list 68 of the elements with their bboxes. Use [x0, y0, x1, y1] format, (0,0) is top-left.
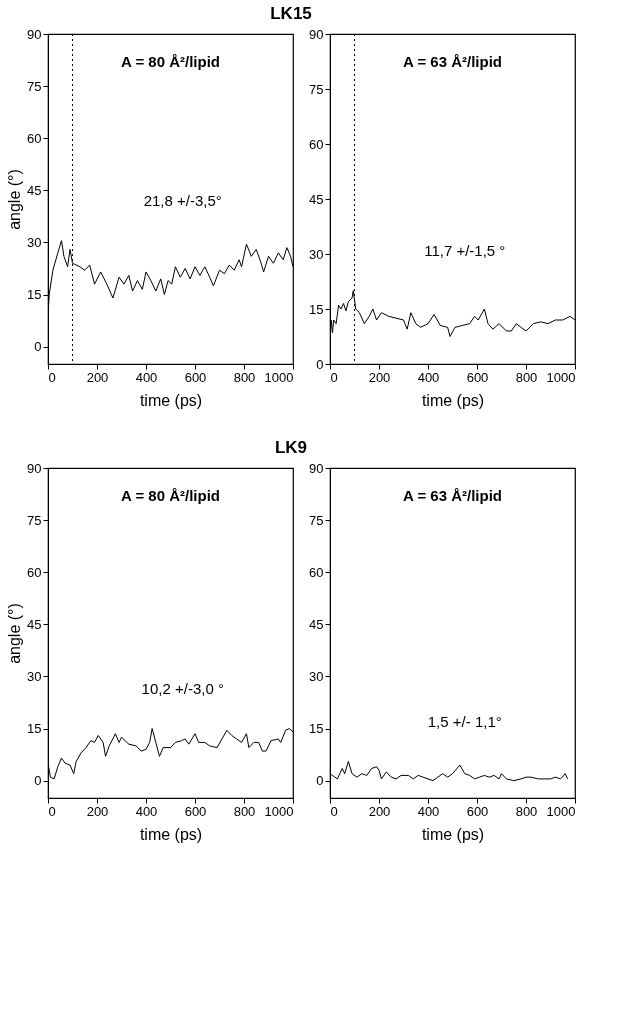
x-tick-label: 400 [135, 369, 158, 385]
y-tick-label: 75 [27, 78, 42, 94]
x-tick-label: 800 [233, 803, 256, 819]
x-tick-label: 0 [48, 803, 56, 819]
x-tick-label: 200 [368, 369, 391, 385]
y-tick-label: 0 [34, 773, 42, 789]
y-tick-label: 0 [316, 356, 324, 372]
x-axis-title: time (ps) [421, 391, 485, 409]
y-tick-label: 90 [309, 460, 324, 476]
y-tick-label: 60 [309, 136, 324, 152]
y-tick-label: 45 [309, 191, 324, 207]
annotation: 11,7 +/-1,5 ° [424, 241, 506, 259]
annotation: A = 63 Å²/lipid [402, 487, 503, 504]
x-tick-label: 1000 [264, 369, 294, 385]
y-tick-label: 75 [309, 81, 324, 97]
x-tick-label: 400 [417, 803, 440, 819]
y-tick-label: 45 [27, 616, 42, 632]
y-tick-label: 45 [309, 616, 324, 632]
y-tick-label: 30 [309, 668, 324, 684]
x-tick-label: 600 [184, 369, 207, 385]
annotation: A = 63 Å²/lipid [402, 53, 503, 70]
y-tick-label: 75 [27, 512, 42, 528]
y-tick-label: 15 [309, 721, 324, 737]
x-tick-label: 0 [330, 803, 338, 819]
annotation: 1,5 +/- 1,1° [427, 712, 502, 730]
x-axis-title: time (ps) [421, 825, 485, 843]
y-tick-label: 30 [27, 668, 42, 684]
x-tick-label: 600 [466, 803, 489, 819]
y-tick-label: 60 [309, 564, 324, 580]
x-tick-label: 400 [417, 369, 440, 385]
chart-title: LK15 [270, 4, 312, 24]
y-tick-label: 90 [309, 26, 324, 42]
y-tick-label: 90 [27, 460, 42, 476]
y-tick-label: 15 [27, 721, 42, 737]
x-axis-title: time (ps) [139, 825, 203, 843]
x-tick-label: 200 [86, 369, 109, 385]
x-tick-label: 800 [515, 803, 538, 819]
x-tick-label: 1000 [264, 803, 294, 819]
y-tick-label: 30 [27, 234, 42, 250]
annotation: 21,8 +/-3,5° [143, 191, 222, 209]
y-tick-label: 0 [34, 339, 42, 355]
x-tick-label: 0 [48, 369, 56, 385]
x-tick-label: 200 [86, 803, 109, 819]
x-tick-label: 800 [515, 369, 538, 385]
y-tick-label: 45 [27, 182, 42, 198]
x-tick-label: 200 [368, 803, 391, 819]
annotation: 10,2 +/-3,0 ° [141, 679, 224, 697]
y-tick-label: 0 [316, 773, 324, 789]
annotation: A = 80 Å²/lipid [120, 53, 221, 70]
x-tick-label: 1000 [546, 803, 576, 819]
x-tick-label: 600 [466, 369, 489, 385]
x-tick-label: 1000 [546, 369, 576, 385]
x-axis-title: time (ps) [139, 391, 203, 409]
x-tick-label: 600 [184, 803, 207, 819]
x-tick-label: 0 [330, 369, 338, 385]
y-tick-label: 60 [27, 130, 42, 146]
y-tick-label: 75 [309, 512, 324, 528]
y-tick-label: 30 [309, 246, 324, 262]
chart-title: LK9 [274, 438, 308, 458]
x-tick-label: 800 [233, 369, 256, 385]
annotation: A = 80 Å²/lipid [120, 487, 221, 504]
y-axis-title: angle (°) [6, 169, 24, 230]
y-tick-label: 90 [27, 26, 42, 42]
x-tick-label: 400 [135, 803, 158, 819]
y-axis-title: angle (°) [6, 603, 24, 664]
y-tick-label: 15 [309, 301, 324, 317]
y-tick-label: 15 [27, 287, 42, 303]
y-tick-label: 60 [27, 564, 42, 580]
